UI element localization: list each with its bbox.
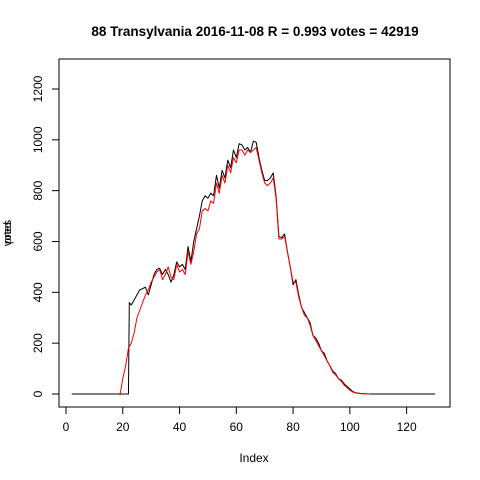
y-tick-label: 0 [31,390,45,397]
x-tick-label: 80 [286,420,300,434]
y-tick-label: 1200 [31,75,45,102]
x-axis-label: Index [239,451,268,465]
x-tick-label: 40 [173,420,187,434]
y-axis-label-votes: votes [2,219,14,246]
x-tick-label: 0 [63,420,70,434]
y-tick-label: 1000 [31,126,45,153]
x-tick-label: 100 [340,420,360,434]
plot-frame [58,58,451,408]
x-tick-label: 20 [116,420,130,434]
y-axis: 0 200 400 600 800 1000 1200 [31,75,60,397]
y-axis-label-group: votes pred [2,219,14,246]
series-line-pred [119,146,370,396]
y-tick-label: 200 [31,333,45,353]
series-layer [71,140,435,396]
x-tick-label: 60 [230,420,244,434]
x-tick-label: 120 [397,420,417,434]
y-tick-label: 600 [31,231,45,251]
y-tick-label: 400 [31,282,45,302]
x-axis: 0 20 40 60 80 100 120 [63,406,417,434]
y-axis-label-pred: pred [2,222,14,244]
series-line-votes [71,140,435,395]
y-tick-label: 800 [31,180,45,200]
chart-title: 88 Transylvania 2016-11-08 R = 0.993 vot… [91,24,418,39]
